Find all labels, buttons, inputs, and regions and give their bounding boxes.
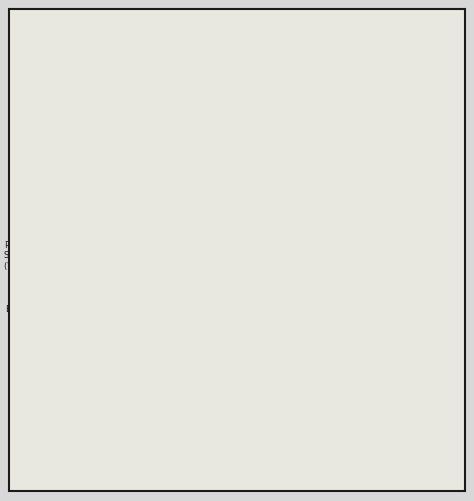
Polygon shape bbox=[109, 291, 195, 307]
Polygon shape bbox=[208, 131, 221, 163]
Text: SUCTION: SUCTION bbox=[58, 59, 98, 68]
Ellipse shape bbox=[189, 252, 201, 278]
Polygon shape bbox=[226, 199, 235, 220]
Text: PUMP CASING: PUMP CASING bbox=[317, 246, 380, 255]
Text: BLOCK VALVE: BLOCK VALVE bbox=[317, 60, 377, 69]
Text: 5 x Nozz. Dia.: 5 x Nozz. Dia. bbox=[135, 168, 184, 203]
Text: PI: PI bbox=[243, 199, 252, 208]
Text: DISCHARGE: DISCHARGE bbox=[312, 37, 365, 46]
Text: NOTE 1: NOTE 1 bbox=[180, 183, 209, 192]
Text: CONCENTRIC
REDUCER: CONCENTRIC REDUCER bbox=[317, 212, 376, 232]
Text: BREAK FLANGES FOR TEMP. STRAINER: BREAK FLANGES FOR TEMP. STRAINER bbox=[223, 286, 368, 295]
Bar bbox=[183, 255, 197, 274]
Polygon shape bbox=[221, 131, 234, 163]
Polygon shape bbox=[221, 131, 234, 163]
Polygon shape bbox=[65, 91, 94, 127]
Polygon shape bbox=[207, 199, 216, 220]
Polygon shape bbox=[208, 78, 221, 104]
Polygon shape bbox=[94, 91, 122, 127]
Text: ECCENTRIC REDUCER
(FLAT ON TOP): ECCENTRIC REDUCER (FLAT ON TOP) bbox=[88, 321, 179, 340]
Text: TEMPORARY STRAINER: TEMPORARY STRAINER bbox=[261, 270, 356, 279]
Bar bbox=[195, 252, 261, 278]
Text: PERMANENT
STRAINER
(WHEN SPECIFIED): PERMANENT STRAINER (WHEN SPECIFIED) bbox=[4, 240, 82, 270]
Text: CHECK VALVE: CHECK VALVE bbox=[327, 131, 388, 140]
Polygon shape bbox=[221, 78, 234, 104]
Text: BASE SUPPORT: BASE SUPPORT bbox=[6, 305, 73, 314]
Text: TYPICAL PIPING FOR END SUCTION - TOP DISCHARGE PUMPS
(API PUMPS ONLY): TYPICAL PIPING FOR END SUCTION - TOP DIS… bbox=[59, 435, 415, 456]
Text: FIGURE 4: FIGURE 4 bbox=[387, 469, 445, 479]
Ellipse shape bbox=[255, 252, 266, 278]
Bar bbox=[80, 229, 108, 248]
Circle shape bbox=[234, 190, 261, 216]
Polygon shape bbox=[208, 131, 221, 163]
Text: NOTE 1
USE TAPPED CHECK VALVE ONLY
WHEN PERMITTED BY CLIENT
SPECIFICATIONS. OTHE: NOTE 1 USE TAPPED CHECK VALVE ONLY WHEN … bbox=[282, 293, 388, 341]
Text: BLOCK VALVE: BLOCK VALVE bbox=[16, 126, 76, 135]
